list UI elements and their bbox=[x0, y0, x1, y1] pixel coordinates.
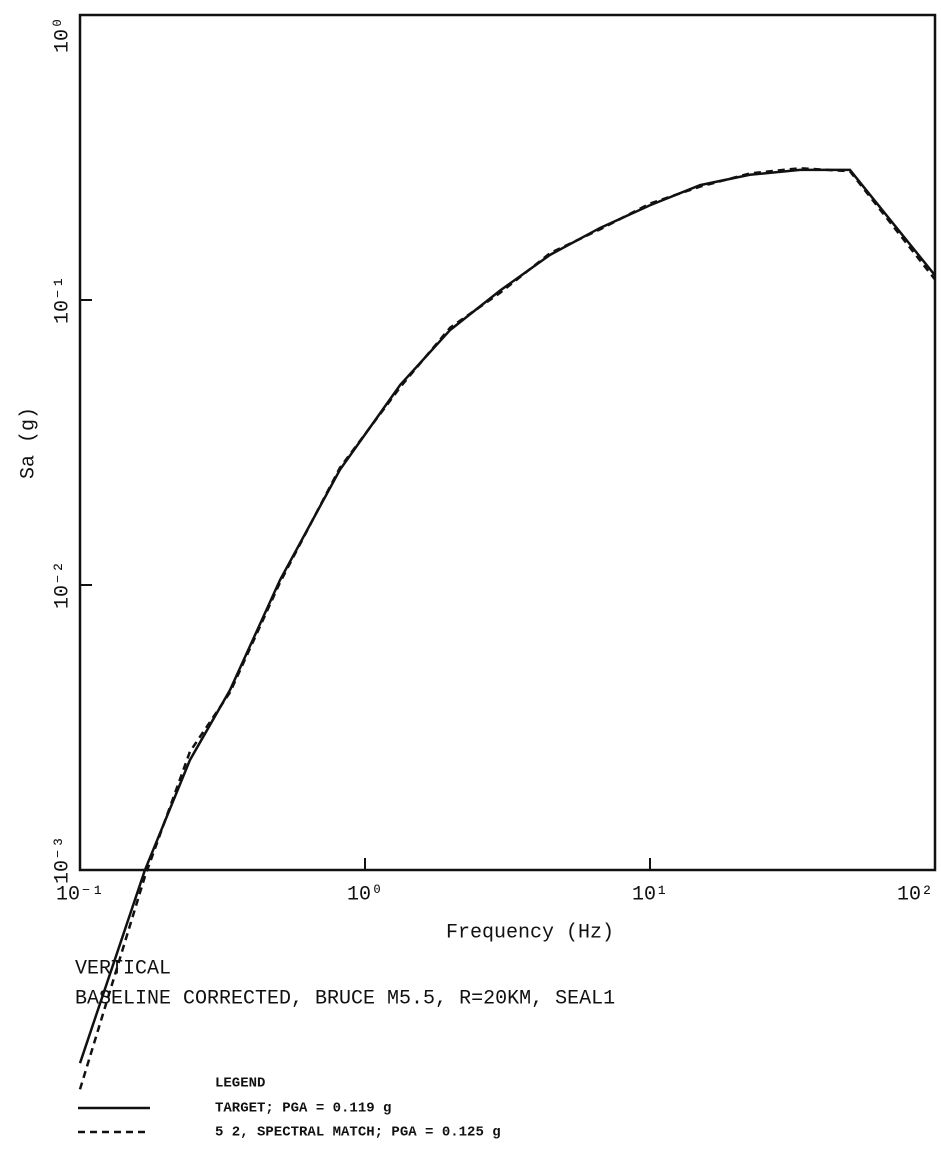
x-tick-label: 10⁻¹ bbox=[56, 883, 104, 906]
annotation: VERTICAL bbox=[75, 957, 171, 980]
x-axis-label: Frequency (Hz) bbox=[446, 921, 614, 944]
legend-title: LEGEND bbox=[215, 1076, 265, 1092]
x-tick-label: 10¹ bbox=[632, 883, 668, 906]
plot-frame bbox=[78, 13, 937, 872]
y-tick-label: 10⁻¹ bbox=[51, 276, 74, 324]
x-tick-label: 10² bbox=[897, 883, 933, 906]
y-tick-label: 10⁰ bbox=[51, 17, 74, 53]
y-tick-label: 10⁻² bbox=[51, 561, 74, 609]
y-tick-label: 10⁻³ bbox=[51, 836, 74, 884]
annotation: BASELINE CORRECTED, BRUCE M5.5, R=20KM, … bbox=[75, 987, 615, 1010]
x-tick-label: 10⁰ bbox=[347, 883, 383, 906]
y-axis-label: Sa (g) bbox=[17, 407, 40, 479]
legend-label: 5 2, SPECTRAL MATCH; PGA = 0.125 g bbox=[215, 1125, 501, 1141]
series-line bbox=[78, 166, 936, 1090]
legend-label: TARGET; PGA = 0.119 g bbox=[215, 1101, 391, 1117]
